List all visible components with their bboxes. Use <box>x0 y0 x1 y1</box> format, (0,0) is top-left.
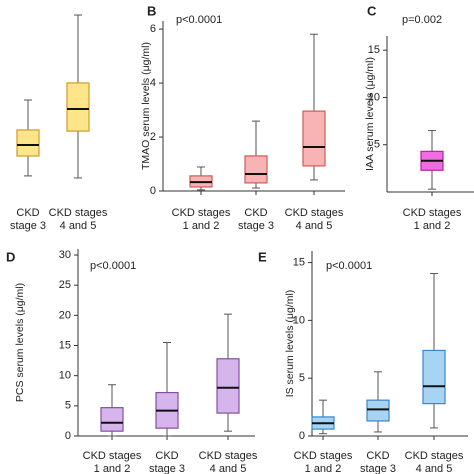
x-tick-label: 1 and 2 <box>414 220 451 232</box>
y-tick-label: 25 <box>59 279 71 291</box>
y-tick-label: 15 <box>293 256 305 268</box>
x-tick-label: stage 3 <box>360 463 396 474</box>
x-tick-label: CKD stages <box>403 207 462 219</box>
x-tick-label: 4 and 5 <box>416 463 453 474</box>
x-tick-label: stage 3 <box>10 220 46 232</box>
box <box>66 82 90 132</box>
panel-label: E <box>258 249 267 264</box>
x-tick-label: 1 and 2 <box>183 220 220 232</box>
y-tick-label: 15 <box>368 44 380 56</box>
x-tick-label: CKD stages <box>49 207 108 219</box>
box <box>302 110 326 167</box>
x-tick-label: 4 and 5 <box>210 463 247 474</box>
panel-label: C <box>367 3 377 18</box>
y-tick-label: 5 <box>65 400 71 412</box>
x-tick-label: CKD stages <box>285 207 344 219</box>
y-tick-label: 4 <box>150 77 156 89</box>
x-tick-label: CKD stages <box>83 450 142 462</box>
y-tick-label: 5 <box>299 372 305 384</box>
y-tick-label: 0 <box>65 430 71 442</box>
y-tick-label: 0 <box>150 185 156 197</box>
y-axis-label: IS serum levels (μg/ml) <box>284 290 296 398</box>
y-axis-label: IAA serum levels (μg/ml) <box>364 57 376 171</box>
x-tick-label: 4 and 5 <box>60 220 97 232</box>
x-tick-label: CKD stages <box>199 450 258 462</box>
y-axis-label: TMAO serum levels (μg/ml) <box>140 42 152 170</box>
y-tick-label: 2 <box>150 131 156 143</box>
x-tick-label: 1 and 2 <box>94 463 131 474</box>
x-tick-label: CKD <box>244 207 267 219</box>
x-tick-label: CKD stages <box>405 450 464 462</box>
y-tick-label: 10 <box>293 314 305 326</box>
box <box>422 349 446 405</box>
box <box>216 358 240 414</box>
y-tick-label: 5 <box>374 139 380 151</box>
x-tick-label: 4 and 5 <box>296 220 333 232</box>
x-tick-label: CKD stages <box>172 207 231 219</box>
box <box>366 399 390 422</box>
x-tick-label: CKD stages <box>294 450 353 462</box>
p-value: p<0.0001 <box>326 260 372 272</box>
box <box>100 407 124 432</box>
panel-label: B <box>147 3 156 18</box>
x-tick-label: CKD <box>155 450 178 462</box>
y-axis-label: PCS serum levels (μg/ml) <box>14 283 26 402</box>
y-tick-label: 20 <box>59 309 71 321</box>
x-tick-label: 1 and 2 <box>305 463 342 474</box>
x-tick-label: CKD <box>16 207 39 219</box>
y-tick-label: 30 <box>59 249 71 261</box>
p-value: p=0.002 <box>402 14 442 26</box>
y-tick-label: 10 <box>59 370 71 382</box>
y-tick-label: 10 <box>368 91 380 103</box>
box <box>244 155 268 184</box>
x-tick-label: CKD <box>366 450 389 462</box>
box <box>16 129 40 157</box>
y-tick-label: 15 <box>59 339 71 351</box>
y-tick-label: 0 <box>299 430 305 442</box>
panel-label: D <box>6 249 15 264</box>
p-value: p<0.0001 <box>176 14 222 26</box>
x-tick-label: stage 3 <box>238 220 274 232</box>
y-tick-label: 6 <box>150 23 156 35</box>
p-value: p<0.0001 <box>90 260 136 272</box>
x-tick-label: stage 3 <box>149 463 185 474</box>
